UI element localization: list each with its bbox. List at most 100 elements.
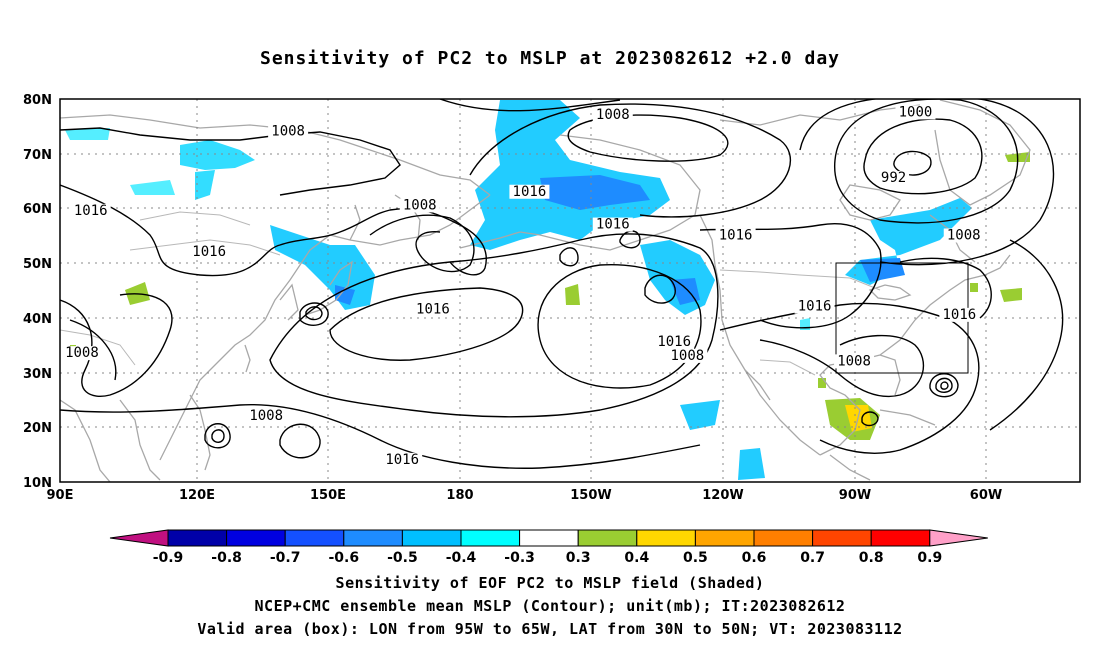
coast-na-west bbox=[699, 214, 821, 456]
border-us-canada bbox=[719, 269, 881, 291]
shade-green-atlantic bbox=[1000, 288, 1022, 302]
contour-greenland-1008 bbox=[834, 99, 1019, 224]
colorbar-low-arrow bbox=[109, 529, 169, 547]
coastlines bbox=[60, 99, 1031, 482]
colorbar-tick-label: 0.3 bbox=[566, 550, 591, 566]
colorbar-tick-label: 0.6 bbox=[742, 550, 767, 566]
contour-na-1008 bbox=[759, 334, 925, 398]
chart-title: Sensitivity of PC2 to MSLP at 2023082612… bbox=[259, 48, 840, 69]
coast-taiwan bbox=[244, 344, 251, 373]
contour-low-japan2 bbox=[305, 306, 323, 321]
shade-cyan-asia1 bbox=[180, 140, 255, 170]
colorbar-segment bbox=[812, 529, 872, 547]
isobar-label: 1016 bbox=[513, 184, 547, 200]
contour-wpac-low bbox=[279, 423, 321, 459]
isobar-label-bg bbox=[895, 105, 936, 120]
contour-low-ph bbox=[204, 423, 231, 449]
lat-label: 80N bbox=[23, 93, 52, 108]
isobar-label: 1016 bbox=[719, 228, 753, 244]
isobar-label-bg bbox=[412, 302, 453, 317]
isobar-label: 1016 bbox=[385, 452, 419, 468]
shade-blue-core bbox=[540, 175, 650, 210]
lon-label: 60W bbox=[970, 488, 1002, 503]
coast-central-am bbox=[829, 454, 871, 481]
mslp-contours bbox=[60, 99, 1064, 469]
coast-baja bbox=[744, 369, 771, 401]
shade-green-small2 bbox=[818, 378, 826, 388]
isobar-label-bg bbox=[246, 409, 287, 424]
contour-1008-aleutian-low bbox=[369, 214, 475, 273]
contour-1016-asia bbox=[60, 184, 487, 277]
colorbar-segment bbox=[167, 529, 228, 547]
contour-1016-east-pac bbox=[537, 263, 702, 389]
contour-atl-low3 bbox=[940, 381, 949, 390]
caption-line-1: Sensitivity of EOF PC2 to MSLP field (Sh… bbox=[335, 574, 765, 592]
colorbar-tick-label: -0.4 bbox=[446, 550, 477, 566]
colorbar-segment bbox=[519, 529, 579, 547]
colorbar-tick-label: 0.8 bbox=[859, 550, 884, 566]
isobar-label-bg bbox=[268, 124, 309, 139]
lon-label: 120E bbox=[179, 488, 215, 503]
contour-greenland-1000 bbox=[863, 118, 983, 195]
isobar-label: 1016 bbox=[798, 299, 832, 315]
colorbar-segment bbox=[226, 529, 286, 547]
isobar-label: 1008 bbox=[271, 124, 305, 140]
shade-blue-japan bbox=[335, 285, 355, 305]
colorbar-tick-label: -0.6 bbox=[328, 550, 359, 566]
sensitivity-shading bbox=[65, 100, 972, 480]
lon-label: 150E bbox=[310, 488, 346, 503]
isobar-label-bg bbox=[794, 299, 835, 314]
colorbar-tick-label: 0.5 bbox=[683, 550, 708, 566]
lon-label: 180 bbox=[446, 488, 473, 503]
isobar-label: 1008 bbox=[249, 408, 283, 424]
caption-line-2: NCEP+CMC ensemble mean MSLP (Contour); u… bbox=[254, 597, 846, 615]
isobar-label-bg bbox=[399, 198, 440, 213]
isobar-label-bg bbox=[509, 184, 550, 199]
contour-greenland-992 bbox=[893, 150, 932, 176]
contour-low-japan bbox=[299, 302, 329, 326]
colorbar-tick-label: -0.5 bbox=[387, 550, 418, 566]
isobar-label-bg bbox=[61, 346, 102, 361]
colorbar-segment bbox=[870, 529, 931, 547]
contour-atl-1008b bbox=[899, 257, 992, 319]
isobar-label: 1016 bbox=[657, 334, 691, 350]
isobar-label-bg bbox=[715, 228, 756, 243]
contour-small-pac1 bbox=[559, 247, 579, 267]
isobar-label-bg bbox=[70, 203, 111, 218]
contour-arctic-1016 bbox=[469, 103, 791, 218]
colorbar-tick-label: -0.9 bbox=[153, 550, 184, 566]
lat-label: 10N bbox=[23, 476, 52, 491]
colorbar-segment bbox=[636, 529, 696, 547]
isobar-label-bg bbox=[939, 307, 980, 322]
lat-label: 20N bbox=[23, 421, 52, 436]
coast-india bbox=[60, 399, 111, 482]
coast-aleutians bbox=[459, 231, 521, 249]
colorbar-segment bbox=[460, 529, 521, 547]
isobar-label: 1016 bbox=[942, 307, 976, 323]
shade-cyan-arctic bbox=[470, 100, 670, 250]
coast-korea bbox=[279, 283, 299, 321]
contour-arctic-1008 bbox=[567, 114, 729, 162]
lon-label: 90E bbox=[47, 488, 74, 503]
lat-label: 50N bbox=[23, 257, 52, 272]
latitude-labels: 80N 70N 60N 50N 40N 30N 20N 10N bbox=[23, 93, 52, 491]
isobar-label-bg bbox=[189, 244, 230, 259]
contour-arctic-outer bbox=[439, 99, 621, 112]
contour-small-pac2 bbox=[619, 230, 641, 249]
colorbar-tick-label: 0.7 bbox=[800, 550, 825, 566]
isobar-label: 1008 bbox=[403, 197, 437, 213]
isobar-label: 1008 bbox=[947, 228, 981, 244]
contour-atl-low bbox=[929, 373, 959, 398]
coast-greenland bbox=[934, 99, 1031, 206]
colorbar-tick-label: 0.9 bbox=[917, 550, 942, 566]
isobar-label-bg bbox=[943, 228, 984, 243]
isobar-label-bg bbox=[592, 217, 633, 232]
isobar-label: 1016 bbox=[192, 244, 226, 260]
coast-sakhalin bbox=[349, 204, 361, 241]
isobar-label-bg bbox=[654, 335, 695, 350]
contour-1016-north-pac-high bbox=[329, 287, 524, 361]
contour-small-pac3 bbox=[644, 274, 676, 304]
isobar-label: 1016 bbox=[596, 217, 630, 233]
coast-hudson bbox=[839, 184, 901, 221]
